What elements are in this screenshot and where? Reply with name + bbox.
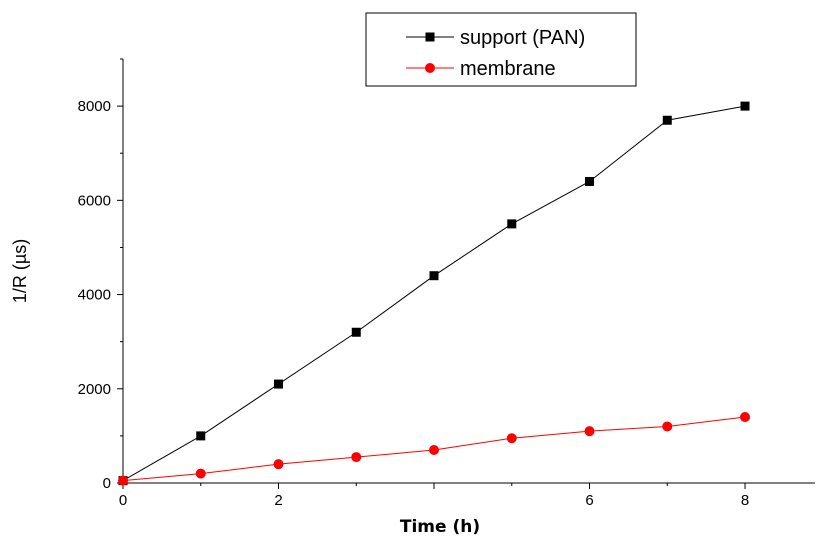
x-tick-label: 8 bbox=[741, 492, 749, 509]
data-point bbox=[740, 101, 750, 111]
data-point bbox=[662, 115, 672, 125]
x-tick-label: 6 bbox=[585, 492, 593, 509]
y-tick-label: 2000 bbox=[78, 381, 111, 398]
x-axis-title: Time (h) bbox=[400, 517, 480, 537]
x-tick-label: 2 bbox=[274, 492, 282, 509]
data-point bbox=[584, 426, 595, 437]
y-tick-label: 0 bbox=[103, 475, 111, 492]
legend-box bbox=[365, 12, 637, 87]
data-point bbox=[429, 271, 439, 281]
y-tick-label: 8000 bbox=[78, 98, 111, 115]
legend-entry: membrane bbox=[406, 58, 556, 80]
data-point bbox=[196, 431, 206, 441]
y-tick-label: 4000 bbox=[78, 287, 111, 304]
legend-marker bbox=[425, 63, 435, 73]
data-point bbox=[506, 433, 517, 444]
x-tick-label: 0 bbox=[119, 492, 127, 509]
data-point bbox=[351, 327, 361, 337]
data-point bbox=[585, 176, 595, 186]
tick-labels: 0 2 6 8 0 2000 4000 6000 8000 bbox=[78, 98, 750, 509]
data-point bbox=[351, 452, 362, 463]
data-point bbox=[740, 412, 751, 423]
legend-label: membrane bbox=[460, 58, 556, 80]
legend-marker bbox=[425, 32, 435, 42]
data-point bbox=[273, 459, 284, 470]
data-point bbox=[118, 475, 128, 486]
data-point bbox=[274, 379, 284, 389]
series-membrane bbox=[118, 412, 751, 486]
axes bbox=[122, 59, 815, 484]
data-point bbox=[507, 219, 517, 229]
data-point bbox=[195, 468, 206, 479]
y-axis-title: 1/R (µs) bbox=[10, 239, 30, 303]
data-point bbox=[662, 421, 673, 432]
legend-entry: support (PAN) bbox=[406, 27, 585, 49]
series-layer bbox=[118, 101, 751, 486]
series-line bbox=[122, 105, 746, 482]
series-support bbox=[118, 101, 750, 486]
y-tick-label: 6000 bbox=[78, 192, 111, 209]
data-point bbox=[429, 445, 440, 456]
legend-label: support (PAN) bbox=[460, 27, 585, 49]
legend: support (PAN) membrane bbox=[365, 12, 637, 87]
